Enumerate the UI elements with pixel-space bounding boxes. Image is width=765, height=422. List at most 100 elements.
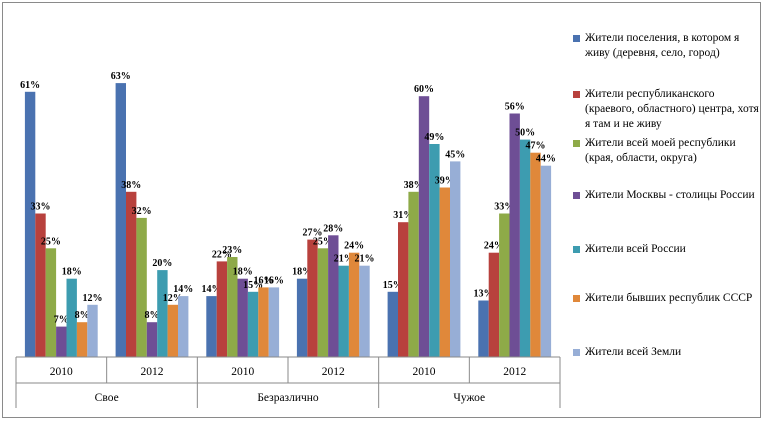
group-label-1: Безразлично xyxy=(257,392,319,404)
data-label-1-2: 32% xyxy=(132,206,152,217)
bar-3-2 xyxy=(317,248,329,357)
bar-4-3 xyxy=(418,96,430,357)
bar-4-5 xyxy=(439,187,450,357)
legend-item-5: Жители бывших республик СССР xyxy=(573,291,765,306)
x-tick-label-4: 2010 xyxy=(413,366,436,378)
legend-swatch-5 xyxy=(573,295,580,302)
data-label-2-6: 16% xyxy=(264,275,284,286)
x-tick-label-3: 2012 xyxy=(322,366,345,378)
data-label-2-5: 16% xyxy=(254,275,274,286)
legend-label-4: Жители всей России xyxy=(585,243,686,255)
data-label-1-5: 12% xyxy=(163,293,183,304)
data-label-3-0: 18% xyxy=(292,267,312,278)
bar-0-4 xyxy=(66,278,77,357)
data-label-0-4: 18% xyxy=(62,267,82,278)
bar-4-1 xyxy=(398,222,409,357)
legend-label-0: Жители поселения, в котором я живу (дере… xyxy=(585,32,740,59)
bar-5-2 xyxy=(499,213,510,357)
legend-label-6: Жители всей Земли xyxy=(585,346,682,358)
bar-3-3 xyxy=(328,235,339,357)
bar-2-5 xyxy=(258,287,269,357)
data-label-1-4: 20% xyxy=(152,258,172,269)
bar-2-3 xyxy=(237,278,248,357)
data-label-3-3: 28% xyxy=(323,223,343,234)
legend-item-2: Жители всей моей республики (края, облас… xyxy=(573,136,765,166)
x-tick-label-2: 2010 xyxy=(231,366,254,378)
x-tick-label-1: 2012 xyxy=(141,366,164,378)
data-label-4-3: 60% xyxy=(414,84,434,95)
data-label-2-1: 22% xyxy=(212,249,232,260)
bar-1-4 xyxy=(157,270,168,357)
data-label-5-2: 33% xyxy=(494,202,514,213)
bar-5-3 xyxy=(509,113,520,357)
legend-item-3: Жители Москвы - столицы России xyxy=(573,188,765,203)
legend-swatch-2 xyxy=(573,140,580,147)
data-label-1-1: 38% xyxy=(121,180,141,191)
data-label-5-6: 44% xyxy=(536,154,556,165)
data-label-1-6: 14% xyxy=(173,284,193,295)
data-label-5-5: 47% xyxy=(526,141,546,152)
data-label-5-3: 56% xyxy=(505,102,525,113)
legend-label-3: Жители Москвы - столицы России xyxy=(585,189,755,201)
bar-5-0 xyxy=(478,300,489,357)
data-label-2-0: 14% xyxy=(202,284,222,295)
bar-0-5 xyxy=(76,322,88,357)
data-label-5-0: 13% xyxy=(474,289,494,300)
data-label-5-4: 50% xyxy=(515,128,535,139)
bar-0-0 xyxy=(24,91,36,358)
data-label-3-1: 27% xyxy=(303,228,323,239)
bar-1-0 xyxy=(115,83,126,357)
bar-0-3 xyxy=(56,326,67,357)
chart-frame xyxy=(2,2,761,418)
data-label-4-6: 45% xyxy=(445,149,465,160)
data-label-2-3: 18% xyxy=(233,267,253,278)
legend-item-0: Жители поселения, в котором я живу (дере… xyxy=(573,31,765,61)
bar-1-3 xyxy=(146,322,158,357)
data-label-0-2: 25% xyxy=(41,236,61,247)
data-label-0-0: 61% xyxy=(20,80,40,91)
bar-2-2 xyxy=(227,257,238,357)
data-label-0-3: 7% xyxy=(54,315,69,326)
legend-swatch-6 xyxy=(573,349,580,356)
bar-1-1 xyxy=(126,191,137,357)
bar-3-4 xyxy=(338,265,349,357)
bar-1-6 xyxy=(178,296,189,357)
legend-item-4: Жители всей России xyxy=(573,242,765,257)
group-label-2: Чужое xyxy=(453,392,485,404)
bar-4-2 xyxy=(408,191,419,357)
data-label-3-2: 25% xyxy=(313,236,333,247)
data-label-4-5: 39% xyxy=(435,176,455,187)
bar-5-5 xyxy=(530,152,541,357)
bar-2-1 xyxy=(216,261,228,357)
data-label-3-4: 21% xyxy=(334,254,354,265)
bar-0-1 xyxy=(35,213,46,357)
data-label-4-2: 38% xyxy=(404,180,424,191)
legend-swatch-0 xyxy=(573,35,580,42)
bar-5-6 xyxy=(540,165,552,357)
legend-swatch-1 xyxy=(573,91,580,98)
data-label-2-4: 15% xyxy=(243,280,263,291)
data-label-1-3: 8% xyxy=(145,310,160,321)
bar-0-2 xyxy=(45,248,57,357)
legend-swatch-3 xyxy=(573,192,580,199)
bar-2-4 xyxy=(247,291,259,357)
legend-item-6: Жители всей Земли xyxy=(573,345,765,360)
bar-1-5 xyxy=(167,304,178,357)
bar-5-4 xyxy=(519,139,531,357)
bar-0-6 xyxy=(87,304,98,357)
x-tick-label-0: 2010 xyxy=(50,366,73,378)
data-label-5-1: 24% xyxy=(484,241,504,252)
data-label-3-5: 24% xyxy=(344,241,364,252)
bar-3-5 xyxy=(348,252,360,357)
bar-4-6 xyxy=(450,161,461,357)
bar-3-6 xyxy=(359,265,370,357)
data-label-2-2: 23% xyxy=(222,245,242,256)
bar-4-0 xyxy=(387,291,398,357)
bar-3-1 xyxy=(307,239,318,357)
data-label-1-0: 63% xyxy=(111,71,131,82)
data-label-4-4: 49% xyxy=(424,132,444,143)
data-label-4-0: 15% xyxy=(383,280,403,291)
bar-5-1 xyxy=(488,252,500,357)
x-tick-label-5: 2012 xyxy=(503,366,526,378)
